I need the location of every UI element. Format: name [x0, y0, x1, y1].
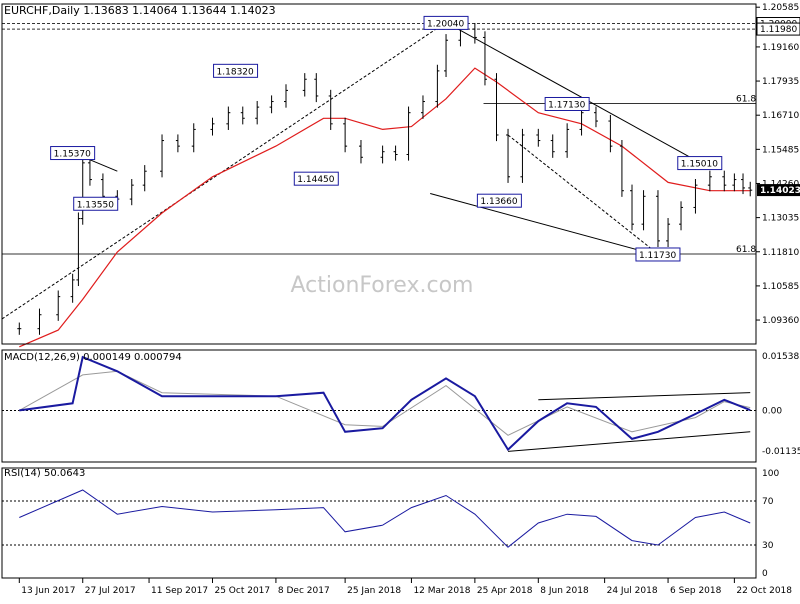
level-label-box [544, 96, 590, 111]
x-tick-label: 12 Mar 2018 [413, 586, 470, 596]
macd-tick-label: -0.011352 [762, 447, 800, 457]
rsi-tick-label: 100 [762, 469, 779, 479]
level-label-box [677, 156, 723, 171]
x-tick-label: 25 Jan 2018 [347, 586, 401, 596]
y-tick-label: 1.19160 [762, 43, 799, 53]
level-label-box [476, 193, 522, 208]
level-label: 1.13660 [480, 197, 517, 207]
x-tick-label: 24 Jul 2018 [607, 586, 658, 596]
main-panel-frame [1, 3, 757, 345]
x-tick-label: 25 Apr 2018 [477, 586, 533, 596]
level-label: 1.17130 [548, 100, 585, 110]
x-tick-label: 25 Oct 2017 [214, 586, 270, 596]
y-tick-label: 1.14260 [762, 179, 799, 189]
macd-tick-label: 0.00 [762, 406, 782, 416]
level-label-box [73, 196, 119, 211]
y-tick-label: 1.13035 [762, 214, 799, 224]
level-label: 1.15370 [54, 150, 91, 160]
x-tick-label: 13 Jun 2017 [21, 586, 75, 596]
x-tick-label: 8 Jun 2018 [540, 586, 589, 596]
x-tick-label: 6 Sep 2018 [670, 586, 722, 596]
trend-line [507, 431, 751, 452]
level-label-box [423, 15, 469, 30]
y-tick-label: 1.20585 [762, 3, 799, 13]
rsi-tick-label: 0 [762, 569, 768, 579]
y-tick-label: 1.16710 [762, 111, 799, 121]
level-label: 1.18320 [217, 67, 254, 77]
rsi-title: RSI(14) 50.0643 [4, 468, 85, 479]
last-price-label: 1.14023 [760, 186, 800, 196]
level-label: 1.15010 [681, 160, 718, 170]
x-tick-label: 8 Dec 2017 [278, 586, 330, 596]
level-label-box [293, 171, 339, 186]
sma-line [19, 67, 751, 348]
macd-title: MACD(12,26,9) 0.000149 0.000794 [4, 352, 182, 363]
rsi-tick-label: 70 [762, 497, 774, 507]
watermark: ActionForex.com [291, 273, 474, 298]
x-tick-label: 27 Jul 2017 [85, 586, 136, 596]
trend-line [507, 134, 659, 255]
level-value: 1.11980 [760, 25, 797, 35]
macd-panel-frame [1, 349, 757, 463]
y-tick-label: 1.10585 [762, 282, 799, 292]
rsi-line [19, 489, 751, 548]
y-tick-label: 1.15485 [762, 145, 799, 155]
level-label: 1.14450 [297, 175, 334, 185]
chart-title: EURCHF,Daily 1.13683 1.14064 1.13644 1.1… [4, 4, 276, 17]
level-label: 1.11730 [639, 251, 676, 261]
x-tick-label: 22 Oct 2018 [736, 586, 792, 596]
x-tick-label: 11 Sep 2017 [151, 586, 208, 596]
macd-line [19, 355, 751, 452]
level-label: 1.20040 [427, 19, 464, 29]
level-label-box [213, 63, 259, 78]
macd-tick-label: 0.015385 [762, 352, 800, 362]
level-box [756, 22, 800, 36]
fib-label: 61.8 [736, 94, 756, 104]
trend-line [538, 392, 751, 401]
level-label: 1.13550 [77, 200, 114, 210]
y-tick-label: 1.09360 [762, 316, 799, 326]
rsi-tick-label: 30 [762, 541, 774, 551]
y-tick-label: 1.17935 [762, 77, 799, 87]
fib-label: 61.8 [736, 245, 756, 255]
last-price-box [757, 184, 800, 197]
y-tick-label: 1.11810 [762, 248, 799, 258]
level-label-box [635, 247, 681, 262]
trend-line [445, 21, 701, 164]
rsi-panel-frame [1, 467, 757, 579]
level-label-box [50, 146, 96, 161]
